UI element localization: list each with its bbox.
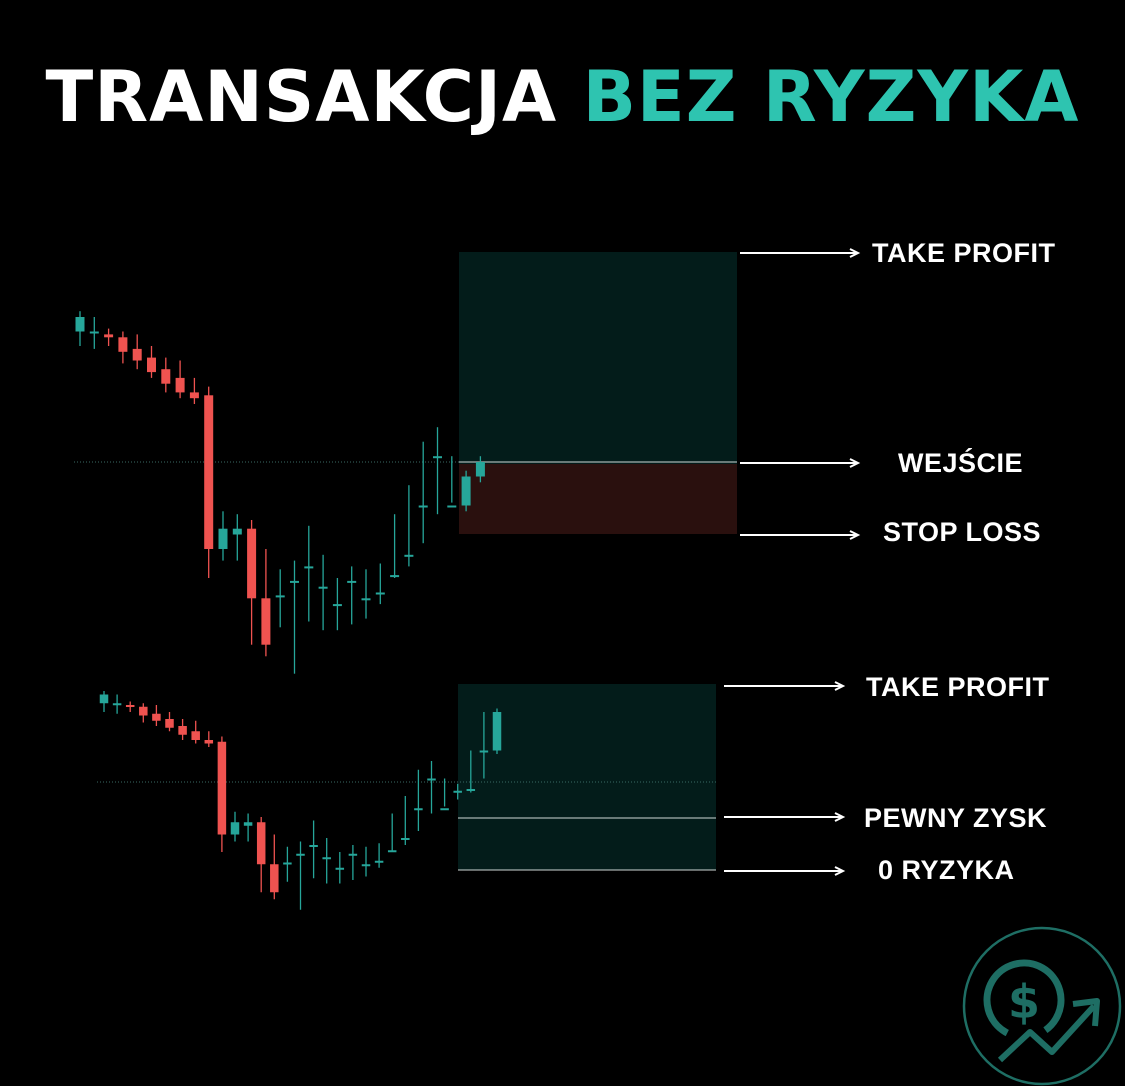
- bull-candle: [387, 850, 397, 853]
- bear-candle: [247, 528, 257, 599]
- page-title: TRANSAKCJA BEZ RYZYKA: [0, 52, 1125, 142]
- bull-candle: [332, 604, 342, 607]
- bull-candle: [283, 862, 292, 865]
- bull-candle: [414, 808, 423, 811]
- bull-candle: [375, 592, 385, 595]
- logo-dollar-symbol: $: [1008, 975, 1040, 1029]
- label-c2-zero-risk: 0 RYZYKA: [878, 855, 1015, 885]
- bear-candle: [217, 741, 227, 835]
- bear-candle: [132, 348, 142, 361]
- bull-candle: [304, 566, 314, 569]
- bull-candle: [461, 476, 471, 506]
- bull-candle: [361, 864, 371, 867]
- bull-candle: [318, 586, 328, 589]
- bull-candle: [418, 505, 428, 508]
- bull-candle: [390, 575, 400, 578]
- bull-candle: [230, 822, 240, 835]
- bull-candle: [99, 694, 109, 704]
- bear-candle: [204, 740, 214, 744]
- bull-candle: [361, 598, 371, 601]
- bull-candle: [335, 867, 345, 870]
- bear-candle: [256, 822, 266, 865]
- label-c1-take-profit: TAKE PROFIT: [872, 238, 1056, 268]
- label-c1-entry: WEJŚCIE: [898, 447, 1023, 478]
- bull-candle: [492, 712, 502, 751]
- bull-candle: [479, 750, 489, 753]
- label-c2-locked-profit: PEWNY ZYSK: [864, 803, 1047, 833]
- title-white: TRANSAKCJA: [45, 56, 558, 138]
- bull-candle: [348, 853, 358, 856]
- bull-candle: [427, 778, 436, 781]
- bear-candle: [189, 392, 199, 399]
- bear-candle: [152, 713, 161, 721]
- bear-candle: [270, 864, 279, 893]
- bull-candle: [374, 860, 384, 863]
- bear-candle: [191, 731, 200, 740]
- bear-candle: [139, 706, 148, 716]
- label-c2-take-profit: TAKE PROFIT: [866, 672, 1050, 702]
- bear-candle: [204, 395, 214, 549]
- bull-candle: [401, 838, 410, 840]
- bull-candle: [243, 822, 253, 826]
- bull-candle: [440, 808, 449, 811]
- bear-candle: [104, 334, 114, 338]
- bear-candle: [125, 705, 135, 707]
- bull-candle: [309, 845, 318, 847]
- bull-candle: [475, 462, 485, 477]
- bull-candle: [275, 595, 285, 598]
- take-profit-zone: [459, 252, 737, 464]
- bull-candle: [296, 853, 305, 856]
- bull-candle: [75, 317, 85, 332]
- bull-candle: [218, 528, 228, 549]
- bear-candle: [161, 369, 171, 384]
- bull-candle: [453, 790, 462, 793]
- bear-candle: [118, 337, 128, 352]
- bull-candle: [89, 331, 99, 334]
- bear-candle: [178, 726, 187, 735]
- stop-loss-zone: [459, 464, 737, 534]
- bear-candle: [175, 377, 185, 393]
- title-teal: BEZ RYZYKA: [582, 56, 1080, 138]
- candles-top: [75, 311, 485, 674]
- bull-candle: [112, 703, 122, 706]
- bull-candle: [404, 554, 414, 557]
- bull-candle: [347, 580, 357, 583]
- bear-candle: [261, 598, 271, 645]
- label-c1-stop-loss: STOP LOSS: [883, 517, 1041, 547]
- bull-candle: [433, 456, 442, 459]
- bull-candle: [290, 580, 299, 583]
- dollar-growth-logo-icon: $: [962, 926, 1122, 1086]
- bull-candle: [466, 789, 476, 791]
- bull-candle: [322, 857, 331, 860]
- annotations: TAKE PROFIT WEJŚCIE STOP LOSS TAKE PROFI…: [724, 238, 1056, 885]
- bear-candle: [147, 357, 156, 373]
- bear-candle: [165, 719, 174, 728]
- chart-top: [74, 252, 737, 674]
- bull-candle: [447, 505, 457, 508]
- chart-bottom: [97, 684, 716, 910]
- candles-bottom: [99, 691, 502, 910]
- bull-candle: [232, 528, 242, 535]
